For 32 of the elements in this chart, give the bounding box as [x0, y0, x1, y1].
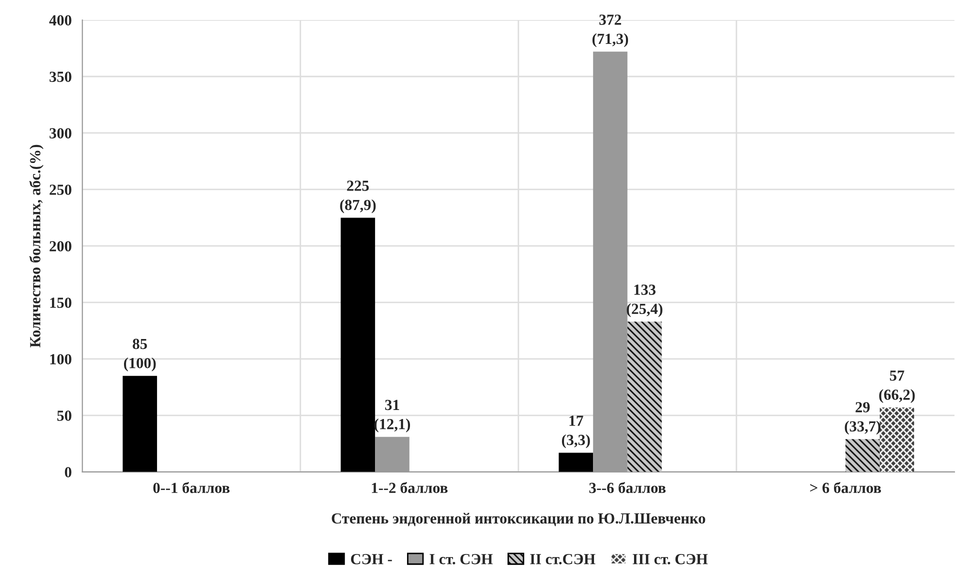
y-tick-label: 150: [50, 298, 72, 308]
y-tick-label: 350: [50, 72, 72, 82]
bar: [122, 376, 158, 472]
x-tick-label: 3--6 баллов: [589, 482, 666, 494]
data-label: 57 (66,2): [879, 370, 915, 403]
x-tick-label: 1--2 баллов: [372, 482, 448, 494]
y-tick-label: 100: [50, 354, 72, 364]
bar: [627, 322, 662, 472]
legend-label: III ст. СЭН: [632, 554, 708, 564]
legend-label: II ст.СЭН: [530, 554, 596, 564]
bar: [340, 218, 376, 472]
data-label: 372 (71,3): [592, 14, 628, 48]
bar: [880, 408, 914, 472]
y-tick-label: 200: [50, 241, 72, 252]
legend-label: СЭН -: [351, 554, 392, 564]
bar: [558, 452, 594, 472]
data-label: 85 (100): [124, 338, 156, 372]
bar: [845, 439, 880, 472]
y-tick-label: 50: [57, 410, 72, 421]
x-axis-title: Степень эндогенной интоксикации по Ю.Л.Шевченко: [332, 512, 706, 526]
y-tick-label: 300: [50, 128, 72, 138]
data-label: 225 (87,9): [340, 180, 376, 214]
y-tick-label: 0: [64, 467, 72, 478]
y-tick-label: 400: [49, 15, 72, 26]
data-label: 133 (25,4): [626, 284, 662, 318]
data-label: 29 (33,7): [844, 402, 880, 435]
data-label: 17 (3,3): [562, 416, 590, 448]
y-tick-label: 250: [50, 184, 72, 195]
x-tick-label: 0--1 баллов: [153, 482, 230, 494]
y-axis-title: Количество больных, абс.(%): [29, 144, 44, 348]
x-tick-label: > 6 баллов: [810, 482, 881, 494]
legend-label: I ст. СЭН: [430, 554, 493, 564]
